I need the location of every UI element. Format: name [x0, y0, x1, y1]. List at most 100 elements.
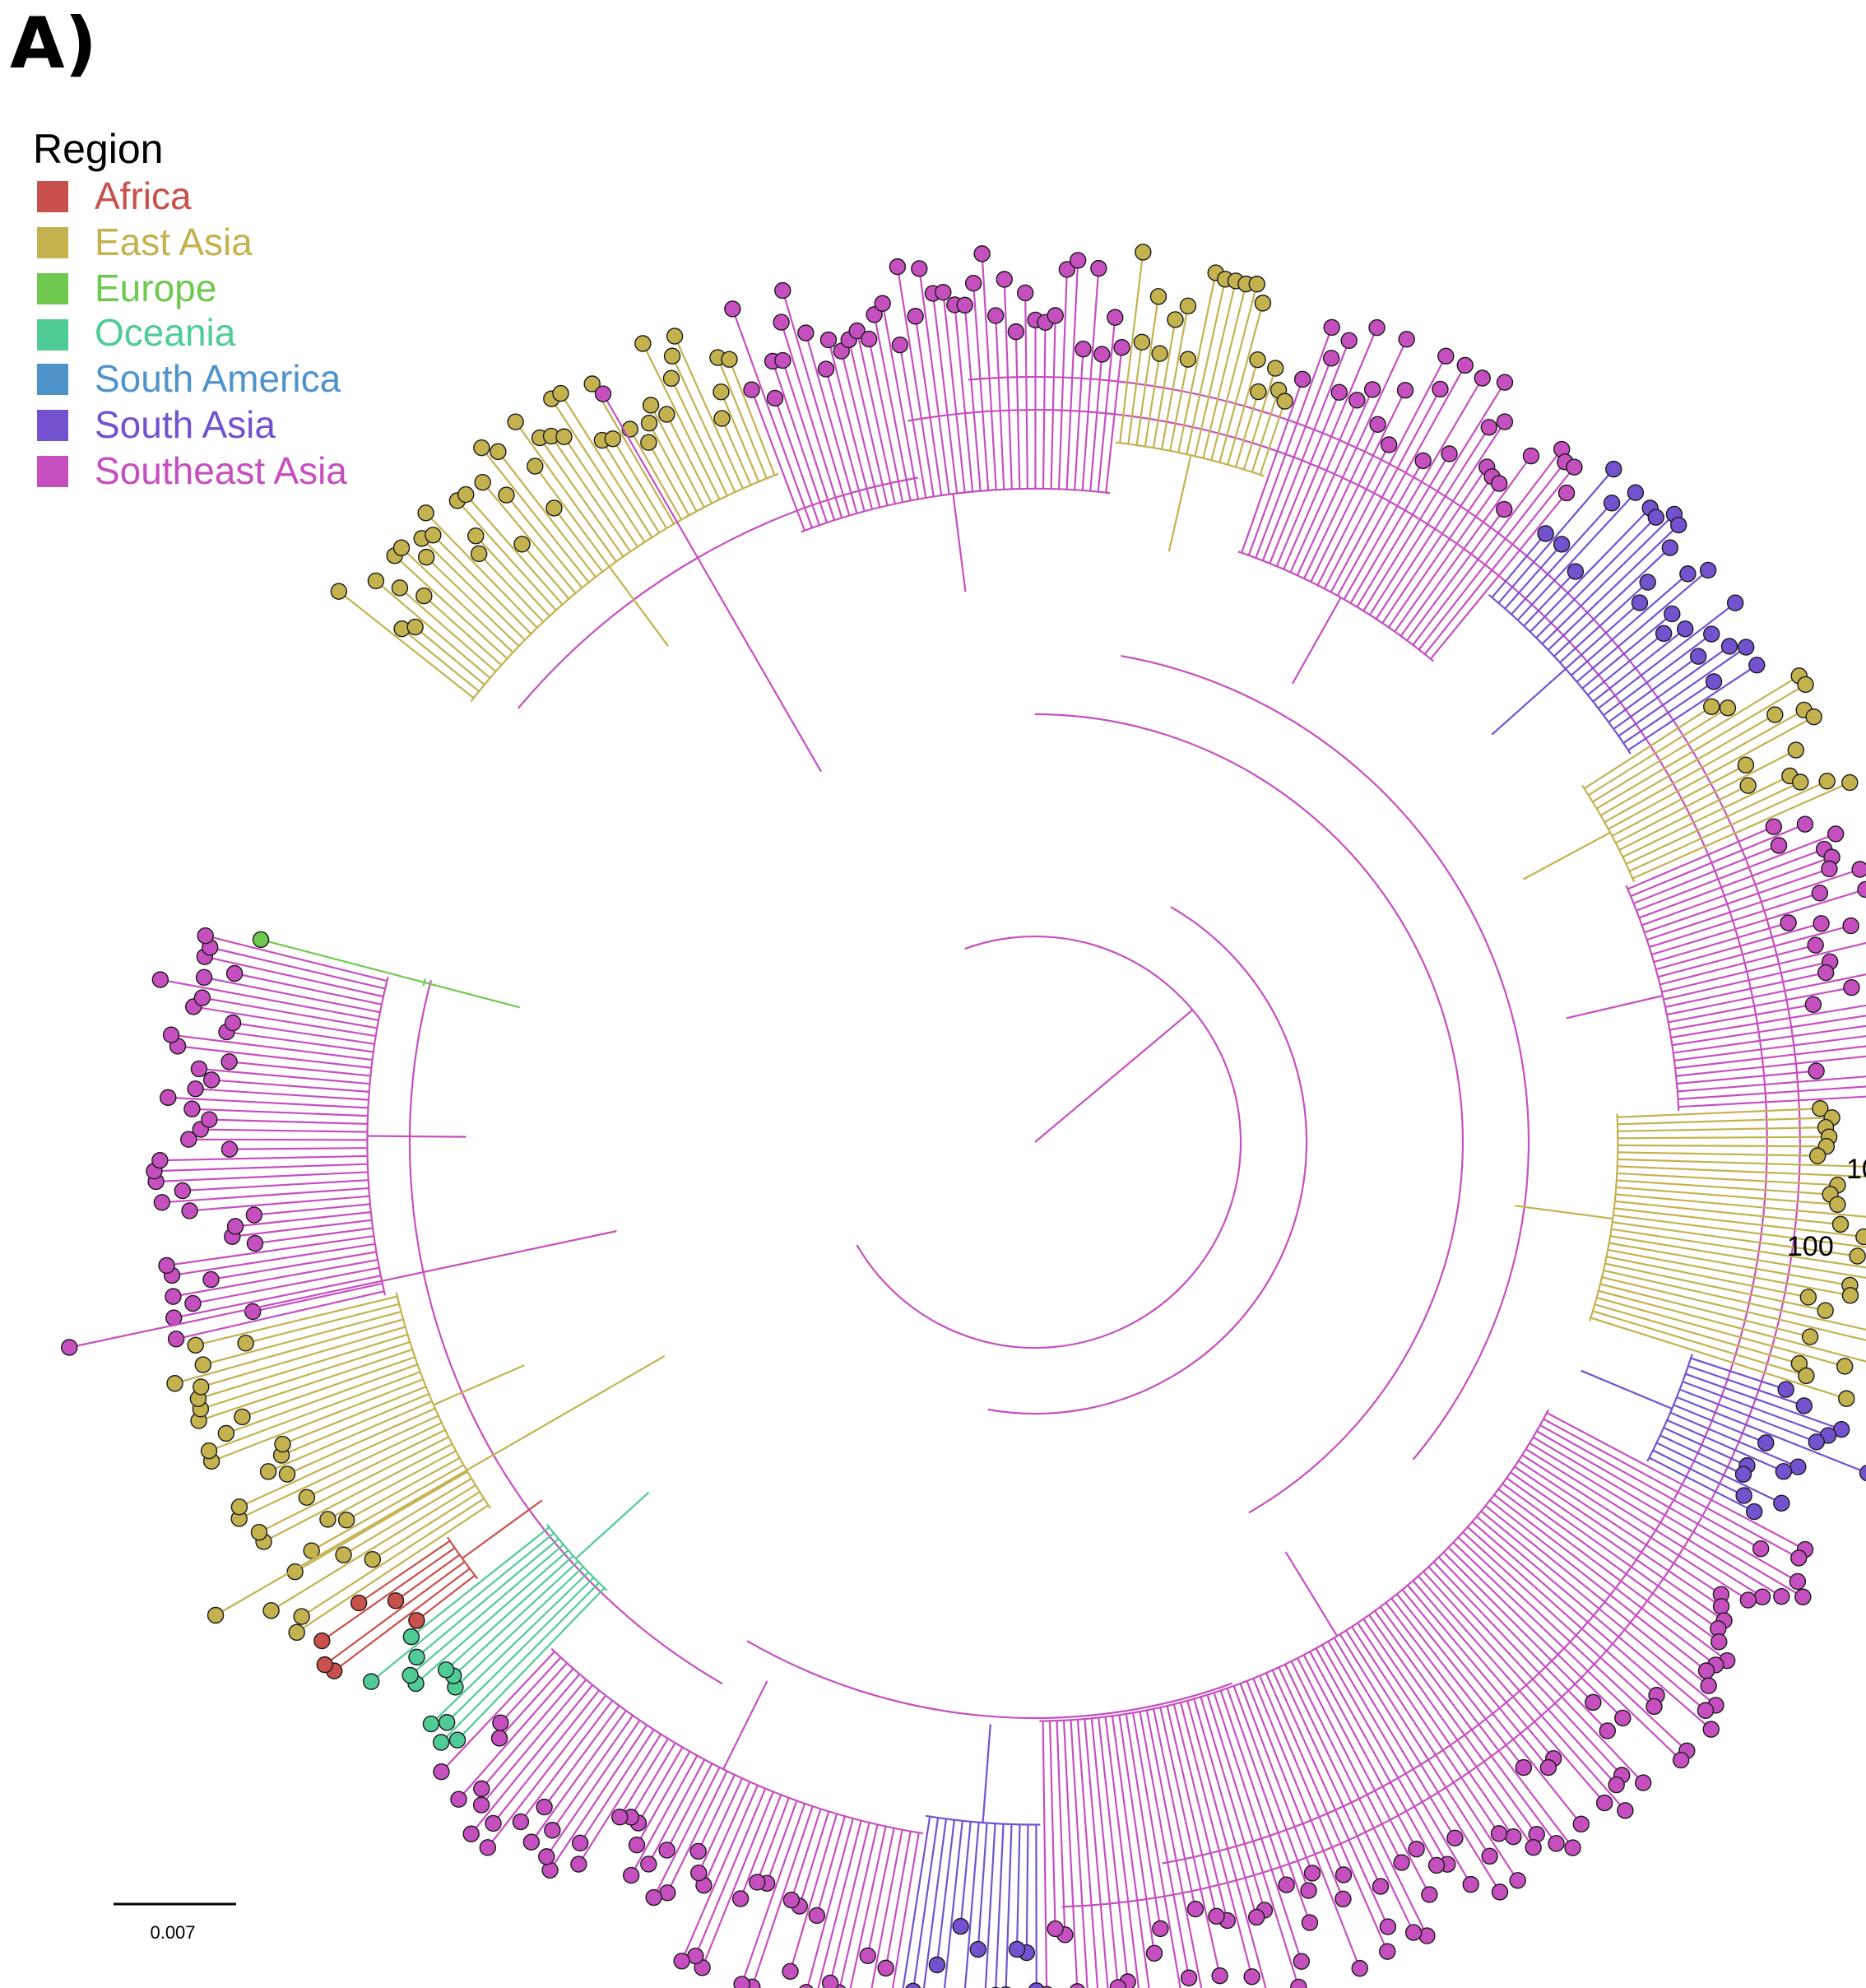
tip-node — [246, 1234, 264, 1252]
tip-branch — [171, 1242, 376, 1277]
clade-arc — [545, 1523, 608, 1591]
tip-branch — [1447, 1546, 1624, 1719]
tip-branch — [453, 1560, 579, 1677]
tip-branch — [1565, 602, 1641, 670]
tip-branch — [1663, 1427, 1748, 1467]
tip-node — [1008, 1940, 1026, 1958]
tip-branch — [258, 1436, 449, 1534]
tip-node — [713, 383, 730, 401]
tip-node — [1135, 244, 1152, 261]
tip-node — [1480, 419, 1497, 436]
tip-branch — [1628, 780, 1828, 872]
tip-branch — [1227, 359, 1259, 465]
tip-node — [1421, 1886, 1438, 1903]
tip-branch — [1014, 332, 1021, 490]
tip-node — [1807, 936, 1824, 954]
tip-branch — [1310, 389, 1406, 583]
tip-branch — [1493, 1493, 1716, 1666]
tip-node — [1539, 1758, 1557, 1777]
tip-node — [724, 300, 741, 318]
tip-branch — [1608, 655, 1699, 723]
tip-node — [527, 458, 544, 475]
tip-branch — [698, 1777, 744, 1874]
tip-node — [1566, 458, 1583, 476]
tip-branch — [306, 1428, 446, 1498]
tip-node — [498, 486, 515, 504]
tip-branch — [914, 316, 943, 496]
tip-node — [1841, 1287, 1859, 1304]
legend-swatch-europe — [37, 273, 68, 304]
tip-branch — [1617, 1158, 1866, 1168]
tip-branch — [205, 935, 388, 982]
tip-node — [1639, 574, 1656, 591]
tip-node — [891, 336, 909, 354]
tip-branch — [1622, 775, 1790, 858]
tip-branch — [896, 266, 935, 497]
tip-node — [1491, 1883, 1509, 1901]
tip-branch — [211, 1079, 369, 1093]
clade-stem-branch — [575, 1491, 650, 1560]
clade-stem-branch — [433, 1364, 525, 1406]
tip-branch — [782, 290, 851, 516]
tip-branch — [1536, 1430, 1799, 1582]
tip-branch — [445, 1555, 574, 1671]
tip-branch — [1641, 856, 1832, 927]
tip-branch — [1659, 1434, 1744, 1475]
tip-branch — [1202, 283, 1247, 459]
tip-branch — [505, 494, 583, 588]
tip-branch — [1664, 971, 1827, 1008]
tip-node — [645, 1888, 662, 1907]
tip-branch — [239, 1422, 443, 1520]
tip-branch — [253, 1203, 370, 1216]
tip-node — [1340, 332, 1358, 350]
tip-branch — [1594, 1303, 1800, 1365]
tip-branch — [1003, 279, 1013, 490]
tip-branch — [1362, 382, 1506, 612]
tip-node — [1496, 374, 1514, 391]
tip-branch — [1065, 260, 1079, 490]
tip-node — [1631, 594, 1649, 611]
tip-node — [640, 434, 657, 451]
tip-branch — [175, 1290, 385, 1340]
tip-branch — [931, 293, 959, 494]
tip-branch — [1627, 664, 1757, 751]
tip-branch — [1553, 546, 1671, 657]
tip-branch — [1506, 1477, 1719, 1630]
tip-branch — [798, 1811, 830, 1907]
tip-branch — [1333, 1637, 1456, 1839]
tip-node — [782, 1962, 799, 1980]
legend-swatch-south-asia — [37, 410, 68, 441]
tip-node — [1186, 1900, 1205, 1918]
tip-node — [1664, 605, 1681, 623]
tip-branch — [551, 1715, 634, 1831]
tip-branch — [1676, 1396, 1866, 1474]
tip-branch — [817, 1820, 862, 1988]
tip-branch — [1601, 1276, 1866, 1341]
tip-branch — [720, 391, 760, 482]
tip-branch — [806, 1818, 854, 1988]
tip-node — [663, 347, 681, 365]
tip-branch — [674, 336, 744, 490]
backbone-arc — [408, 980, 723, 1685]
tip-node — [1254, 295, 1272, 312]
tip-node — [1427, 1856, 1446, 1874]
tip-branch — [838, 1824, 879, 1988]
tip-node — [151, 971, 169, 988]
tip-node — [165, 1288, 182, 1305]
tip-branch — [1125, 1713, 1162, 1930]
tip-branch — [1649, 1456, 1755, 1513]
tip-branch — [229, 1147, 368, 1150]
tip-branch — [1604, 1262, 1826, 1312]
tip-node — [545, 499, 563, 517]
clade-arc — [1625, 885, 1680, 1111]
tip-node — [1490, 1825, 1508, 1842]
tip-branch — [1343, 460, 1424, 601]
tip-node — [1441, 445, 1458, 462]
legend-swatch-east-asia — [37, 227, 68, 258]
tip-node — [1808, 1147, 1827, 1164]
tip-branch — [1049, 1721, 1056, 1930]
tip-branch — [1259, 401, 1286, 476]
tip-branch — [232, 1219, 373, 1238]
tip-branch — [1368, 426, 1490, 615]
tip-node — [202, 1270, 220, 1289]
